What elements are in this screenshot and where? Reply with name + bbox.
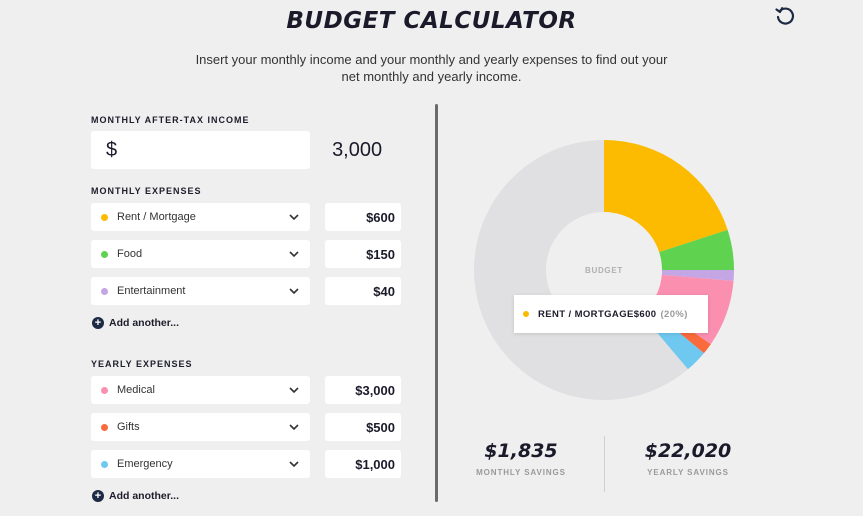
yearly-savings: $22,020 YEARLY SAVINGS (618, 440, 758, 477)
expense-amount-input[interactable] (331, 209, 395, 225)
monthly-savings-label: MONTHLY SAVINGS (476, 468, 566, 477)
yearly-savings-value: $22,020 (644, 440, 732, 462)
expense-amount-input[interactable] (331, 283, 395, 299)
add-monthly-expense-button[interactable]: + Add another... (92, 317, 179, 329)
income-input[interactable] (117, 138, 383, 162)
expense-row: Medical (91, 376, 401, 404)
reset-icon (775, 7, 794, 25)
category-color-dot (101, 213, 108, 221)
expense-category-label: Gifts (117, 421, 140, 433)
expense-amount-field[interactable] (325, 203, 401, 231)
monthly-savings-value: $1,835 (484, 440, 558, 462)
income-field[interactable]: $ (91, 131, 383, 169)
category-color-dot (101, 423, 108, 431)
plus-circle-icon: + (92, 490, 104, 502)
panel-divider[interactable] (435, 104, 438, 502)
monthly-expenses-label: MONTHLY EXPENSES (91, 186, 202, 196)
expense-amount-input[interactable] (331, 419, 395, 435)
expense-category-label: Entertainment (117, 285, 186, 297)
monthly-savings: $1,835 MONTHLY SAVINGS (451, 440, 591, 477)
tooltip-percent: (20%) (660, 308, 688, 320)
expense-category-select[interactable]: Medical (91, 376, 310, 404)
chart-center-label: BUDGET (585, 266, 623, 275)
chevron-down-icon (288, 458, 300, 470)
page-subtitle: Insert your monthly income and your mont… (195, 52, 668, 84)
chart-tooltip: RENT / MORTGAGE $600 (20%) (514, 295, 708, 333)
category-color-dot (101, 287, 108, 295)
donut-slice-entertainment[interactable] (661, 270, 734, 281)
expense-amount-field[interactable] (325, 450, 401, 478)
yearly-expenses-label: YEARLY EXPENSES (91, 359, 193, 369)
add-monthly-expense-label: Add another... (109, 317, 180, 329)
donut-slice-savings[interactable] (474, 140, 688, 400)
page-title: BUDGET CALCULATOR (286, 8, 577, 34)
expense-category-label: Food (117, 248, 143, 260)
expense-row: Emergency (91, 450, 401, 478)
savings-divider (604, 436, 605, 492)
donut-slice-rent-mortgage[interactable] (604, 140, 728, 253)
expense-row: Gifts (91, 413, 401, 441)
donut-slice-food[interactable] (659, 229, 734, 270)
tooltip-category: RENT / MORTGAGE (538, 308, 634, 320)
expense-category-select[interactable]: Food (91, 240, 310, 268)
expense-row: Food (91, 240, 401, 268)
expense-category-select[interactable]: Gifts (91, 413, 310, 441)
chevron-down-icon (288, 248, 300, 260)
expense-row: Entertainment (91, 277, 401, 305)
expense-category-label: Rent / Mortgage (117, 211, 196, 223)
chevron-down-icon (288, 384, 300, 396)
income-label: MONTHLY AFTER-TAX INCOME (91, 115, 250, 125)
currency-symbol: $ (106, 138, 118, 161)
expense-amount-input[interactable] (331, 456, 395, 472)
category-color-dot (101, 250, 108, 258)
expense-amount-field[interactable] (325, 413, 401, 441)
expense-row: Rent / Mortgage (91, 203, 401, 231)
tooltip-value: $600 (633, 308, 657, 320)
expense-amount-input[interactable] (331, 246, 395, 262)
tooltip-color-dot (523, 311, 529, 317)
category-color-dot (101, 386, 108, 394)
category-color-dot (101, 460, 108, 468)
yearly-savings-label: YEARLY SAVINGS (647, 468, 729, 477)
expense-category-select[interactable]: Emergency (91, 450, 310, 478)
expense-category-label: Emergency (117, 458, 173, 470)
expense-amount-input[interactable] (331, 382, 395, 398)
add-yearly-expense-button[interactable]: + Add another... (92, 490, 179, 502)
add-yearly-expense-label: Add another... (109, 490, 180, 502)
chevron-down-icon (288, 421, 300, 433)
expense-amount-field[interactable] (325, 240, 401, 268)
expense-amount-field[interactable] (325, 277, 401, 305)
expense-category-label: Medical (117, 384, 155, 396)
plus-circle-icon: + (92, 317, 104, 329)
expense-category-select[interactable]: Rent / Mortgage (91, 203, 310, 231)
reset-button[interactable] (772, 3, 798, 29)
expense-category-select[interactable]: Entertainment (91, 277, 310, 305)
expense-amount-field[interactable] (325, 376, 401, 404)
chevron-down-icon (288, 285, 300, 297)
chevron-down-icon (288, 211, 300, 223)
